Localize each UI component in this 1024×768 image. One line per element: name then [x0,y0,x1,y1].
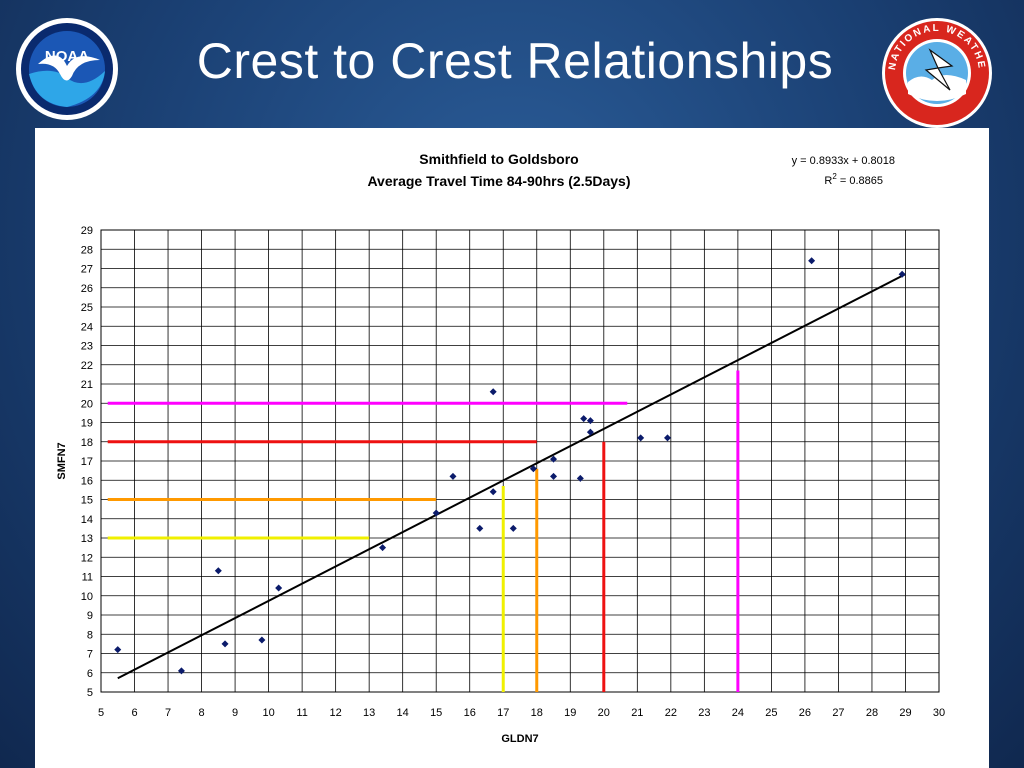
y-tick-label: 9 [87,610,93,622]
trendline-r2: R2 = 0.8865 [824,172,883,187]
scatter-chart: Smithfield to Goldsboro Average Travel T… [56,151,945,745]
y-tick-label: 8 [87,629,93,641]
data-point [898,270,906,278]
x-tick-label: 13 [363,707,375,719]
x-tick-label: 11 [296,707,307,719]
x-tick-label: 9 [232,707,238,719]
y-tick-label: 12 [81,552,93,564]
y-tick-label: 24 [81,321,93,333]
x-tick-label: 16 [464,707,476,719]
x-tick-label: 23 [698,707,710,719]
nws-logo: NATIONAL WEATHER SERVICE [875,8,994,130]
chart-title: Smithfield to Goldsboro [419,151,578,167]
x-tick-label: 7 [165,707,171,719]
x-tick-label: 10 [262,707,274,719]
y-tick-label: 15 [81,495,93,507]
x-tick-label: 27 [832,707,844,719]
data-point [449,472,457,480]
data-point [509,524,517,532]
trendline [117,273,906,680]
y-tick-label: 28 [81,244,93,256]
x-axis-ticks: 5 6 7 8 9 10 11 12 13 14 15 16 17 18 19 20 21 22 23 24 25 26 2… [98,707,945,719]
y-tick-label: 20 [81,398,93,410]
x-tick-label: 17 [497,707,509,719]
x-tick-label: 19 [564,707,576,719]
y-tick-label: 22 [81,360,93,372]
data-point [177,667,185,675]
x-tick-label: 30 [933,707,945,719]
guide-lines [107,370,740,692]
x-tick-label: 6 [131,707,137,719]
noaa-logo-text: NOAA [45,48,89,65]
y-tick-label: 17 [81,456,93,468]
data-point [258,636,266,644]
data-point [489,388,497,396]
y-tick-label: 26 [81,283,93,295]
x-tick-label: 22 [665,707,677,719]
y-tick-label: 11 [82,572,93,584]
data-point [379,544,387,552]
y-tick-label: 16 [81,475,93,487]
y-tick-label: 27 [81,264,93,276]
data-point [214,567,222,575]
data-point [580,415,588,423]
data-point [476,524,484,532]
data-point [529,465,537,473]
y-tick-label: 18 [81,437,93,449]
data-point [576,474,584,482]
data-points [114,257,906,675]
data-point [637,434,645,442]
data-point [489,488,497,496]
data-point [114,646,122,654]
x-tick-label: 15 [430,707,442,719]
y-tick-label: 14 [81,514,93,526]
data-point [663,434,671,442]
noaa-logo: NOAA [14,16,120,122]
y-tick-label: 10 [81,591,93,603]
x-tick-label: 21 [631,707,643,719]
data-point [586,417,594,425]
y-tick-label: 7 [87,649,93,661]
data-point [275,584,283,592]
x-tick-label: 18 [531,707,543,719]
data-point [550,455,558,463]
data-point [221,640,229,648]
y-tick-label: 25 [81,302,93,314]
x-tick-label: 29 [899,707,911,719]
x-tick-label: 25 [765,707,777,719]
x-tick-label: 14 [397,707,409,719]
y-tick-label: 21 [81,379,93,391]
x-tick-label: 5 [98,707,104,719]
data-point [586,428,594,436]
x-tick-label: 26 [799,707,811,719]
data-point [550,472,558,480]
x-tick-label: 20 [598,707,610,719]
x-axis-label: GLDN7 [501,733,538,745]
x-tick-label: 28 [866,707,878,719]
x-tick-label: 24 [732,707,744,719]
x-tick-label: 12 [330,707,342,719]
y-tick-label: 13 [81,533,93,545]
slide-title: Crest to Crest Relationships [196,33,834,89]
y-tick-label: 6 [87,668,93,680]
y-tick-label: 19 [81,418,93,430]
y-tick-label: 29 [81,225,93,237]
x-tick-label: 8 [198,707,204,719]
data-point [808,257,816,265]
y-axis-ticks: 5 6 7 8 9 10 11 12 13 14 15 16 17 18 19 20 21 22 23 24 25 26 2… [81,225,93,699]
chart-panel: Smithfield to Goldsboro Average Travel T… [35,128,989,768]
y-axis-label: SMFN7 [56,442,68,479]
trendline-equation: y = 0.8933x + 0.8018 [792,155,895,167]
y-tick-label: 5 [87,687,93,699]
chart-subtitle: Average Travel Time 84-90hrs (2.5Days) [367,173,630,189]
data-point [432,509,440,517]
y-tick-label: 23 [81,341,93,353]
trendline-layer [117,273,906,680]
